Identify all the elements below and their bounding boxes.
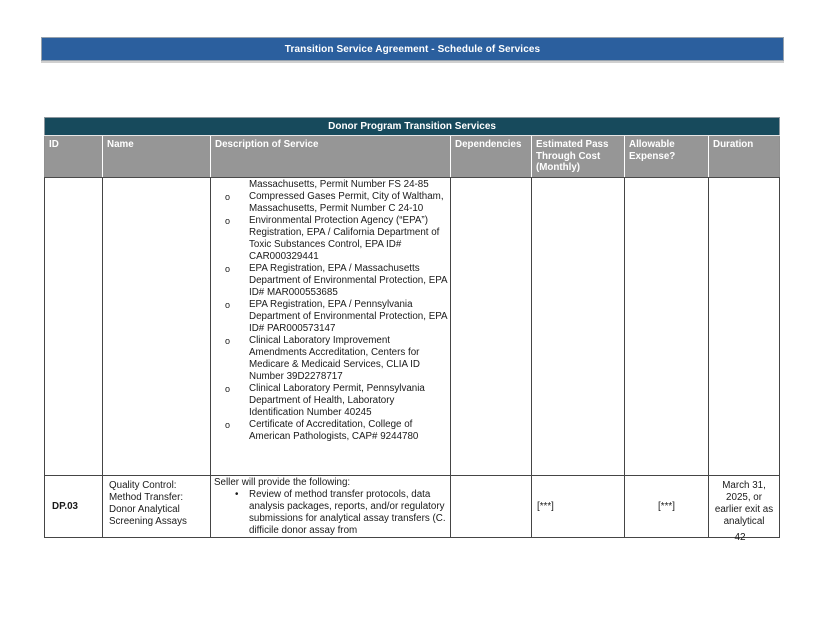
description-item: Massachusetts, Permit Number FS 24-85 <box>212 179 449 191</box>
description-text: Compressed Gases Permit, City of Waltham… <box>249 191 444 214</box>
cell-duration: March 31, 2025, or earlier exit as analy… <box>707 475 781 538</box>
page-number: 42 <box>734 532 746 543</box>
table-title: Donor Program Transition Services <box>43 117 781 136</box>
cell-id <box>44 177 103 476</box>
bullet-icon: • <box>235 489 239 500</box>
document-title-bar: Transition Service Agreement - Schedule … <box>41 37 784 61</box>
circle-bullet-icon: o <box>225 264 231 274</box>
cell-name <box>102 177 211 476</box>
table-row: DP.03 Quality Control: Method Transfer: D… <box>44 475 781 538</box>
cell-allowable-expense <box>624 177 709 476</box>
column-header-name: Name <box>102 135 211 178</box>
circle-bullet-icon: o <box>225 216 231 226</box>
services-table: Donor Program Transition Services ID Nam… <box>43 117 781 538</box>
description-text: Seller will provide the following: <box>214 477 351 488</box>
column-header-duration: Duration <box>707 135 781 178</box>
cell-name: Quality Control: Method Transfer: Donor … <box>102 475 211 538</box>
cell-description: Seller will provide the following: • Revie… <box>210 475 451 538</box>
cell-dependencies <box>450 177 532 476</box>
description-text: Environmental Protection Agency (“EPA”) … <box>249 215 440 262</box>
description-text: Massachusetts, Permit Number FS 24-85 <box>249 179 429 190</box>
description-item: o Clinical Laboratory Permit, Pennsylvani… <box>212 383 449 419</box>
donor-program-table: Donor Program Transition Services ID Nam… <box>43 117 781 538</box>
column-header-allowable-expense: Allowable Expense? <box>624 135 709 178</box>
circle-bullet-icon: o <box>225 336 231 346</box>
cell-description: Massachusetts, Permit Number FS 24-85 o Co… <box>210 177 451 476</box>
cell-id: DP.03 <box>44 475 103 538</box>
description-item: o EPA Registration, EPA / Pennsylvania De… <box>212 299 449 335</box>
column-header-estimated-cost: Estimated Pass Through Cost (Monthly) <box>531 135 625 178</box>
description-text: EPA Registration, EPA / Massachusetts De… <box>249 263 448 298</box>
table-row: Massachusetts, Permit Number FS 24-85 o Co… <box>44 177 781 476</box>
circle-bullet-icon: o <box>225 192 231 202</box>
document-title: Transition Service Agreement - Schedule … <box>284 43 541 55</box>
cell-estimated-cost: [***] <box>531 475 625 538</box>
description-text: Review of method transfer protocols, dat… <box>249 489 446 536</box>
cell-estimated-cost <box>531 177 625 476</box>
circle-bullet-icon: o <box>225 300 231 310</box>
column-header-id: ID <box>44 135 103 178</box>
cell-allowable-expense: [***] <box>624 475 709 538</box>
table-body: Massachusetts, Permit Number FS 24-85 o Co… <box>44 177 781 538</box>
column-header-dependencies: Dependencies <box>450 135 532 178</box>
description-item: o Compressed Gases Permit, City of Waltha… <box>212 191 449 215</box>
cell-duration <box>707 177 781 476</box>
description-item: • Review of method transfer protocols, da… <box>212 489 449 537</box>
description-item: Seller will provide the following: <box>212 477 449 489</box>
description-text: EPA Registration, EPA / Pennsylvania Dep… <box>249 299 448 334</box>
description-item: o Environmental Protection Agency (“EPA”)… <box>212 215 449 263</box>
cell-dependencies <box>450 475 532 538</box>
table-header-row: ID Name Description of Service Dependenc… <box>44 135 781 178</box>
circle-bullet-icon: o <box>225 384 231 394</box>
circle-bullet-icon: o <box>225 420 231 430</box>
description-text: Clinical Laboratory Permit, Pennsylvania… <box>249 383 425 418</box>
column-header-description: Description of Service <box>210 135 451 178</box>
description-text: Certificate of Accreditation, College of… <box>249 419 419 442</box>
description-item: o EPA Registration, EPA / Massachusetts D… <box>212 263 449 299</box>
table-title-row: Donor Program Transition Services <box>43 117 781 136</box>
description-item: o Clinical Laboratory Improvement Amendme… <box>212 335 449 383</box>
description-item: o Certificate of Accreditation, College o… <box>212 419 449 443</box>
description-text: Clinical Laboratory Improvement Amendmen… <box>249 335 420 382</box>
